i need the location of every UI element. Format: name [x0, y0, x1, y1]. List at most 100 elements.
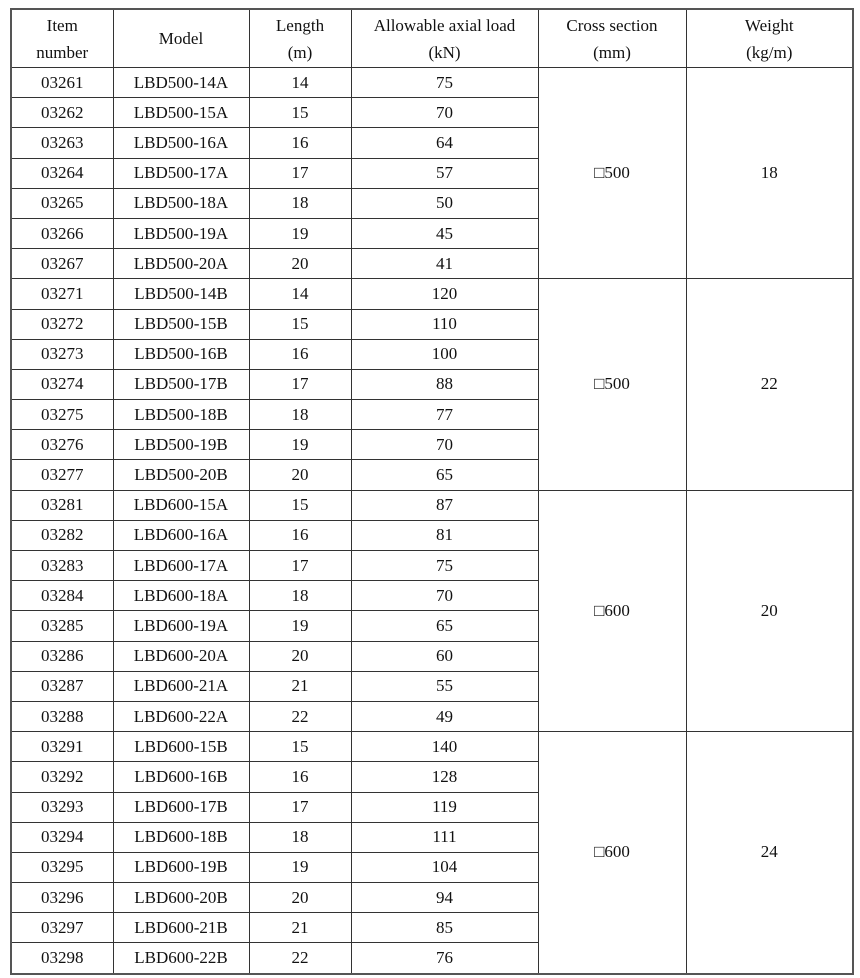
cell-model: LBD600-15A: [112, 489, 250, 521]
cell-allowable-axial-load: 104: [350, 851, 539, 884]
table-row: 03297 LBD600-21B 21 85: [10, 912, 853, 944]
cell-model: LBD600-18B: [112, 821, 250, 853]
cell-model: LBD600-16B: [112, 761, 250, 793]
table-row: 03291 LBD600-15B 15 140 □600 24: [10, 731, 854, 975]
cell-length: 16: [248, 127, 352, 159]
header-text: Item: [46, 15, 78, 35]
cell-item-number: 03275: [10, 399, 114, 431]
cell-item-number: 03266: [10, 217, 114, 250]
cell-allowable-axial-load: 45: [350, 217, 539, 250]
header-text: Allowable axial load: [373, 15, 516, 35]
table-row: 03283 LBD600-17A 17 75: [10, 549, 853, 582]
cell-weight: 22: [685, 278, 854, 491]
cell-length: 19: [248, 429, 352, 461]
cell-item-number: 03297: [10, 912, 114, 944]
cell-model: LBD500-14B: [112, 278, 250, 310]
cell-allowable-axial-load: 110: [350, 308, 539, 340]
cell-item-number: 03295: [10, 851, 114, 884]
cell-length: 15: [248, 489, 352, 521]
table-row: 03266 LBD500-19A 19 45: [10, 217, 853, 250]
cell-length: 19: [248, 610, 352, 642]
specification-table: Item number Model Length (m) Allowable axial …: [10, 8, 854, 975]
cell-model: LBD500-16B: [112, 338, 250, 370]
cell-length: 17: [248, 368, 352, 401]
cell-cross-section: □500: [537, 66, 687, 280]
cell-allowable-axial-load: 128: [350, 761, 539, 793]
cell-length: 21: [248, 670, 352, 702]
cell-item-number: 03276: [10, 429, 114, 461]
header-item-number: Item number: [10, 8, 114, 68]
header-text: Cross section: [566, 15, 658, 35]
cell-item-number: 03288: [10, 700, 114, 733]
cell-model: LBD600-17B: [112, 791, 250, 823]
table-row: 03293 LBD600-17B 17 119: [10, 791, 853, 823]
cell-length: 20: [248, 640, 352, 672]
cell-weight: 18: [685, 66, 854, 280]
cell-allowable-axial-load: 49: [350, 700, 539, 733]
header-text: Model: [158, 29, 204, 48]
table-row: 03296 LBD600-20B 20 94: [10, 882, 853, 914]
cell-model: LBD600-20B: [112, 882, 250, 914]
cell-length: 18: [248, 399, 352, 431]
table-row: 03292 LBD600-16B 16 128: [10, 761, 853, 793]
cell-cross-section: □600: [537, 731, 687, 975]
cell-item-number: 03283: [10, 549, 114, 582]
table-row: 03287 LBD600-21A 21 55: [10, 670, 853, 702]
cell-model: LBD500-17B: [112, 368, 250, 401]
cell-length: 15: [248, 308, 352, 340]
cell-item-number: 03272: [10, 308, 114, 340]
cell-item-number: 03271: [10, 278, 114, 310]
cell-model: LBD500-15A: [112, 97, 250, 129]
cell-length: 20: [248, 248, 352, 280]
cell-item-number: 03293: [10, 791, 114, 823]
cell-cross-section: □600: [537, 489, 687, 733]
cell-allowable-axial-load: 140: [350, 731, 539, 763]
cell-cross-section: □500: [537, 278, 687, 491]
table-body: 03261 LBD500-14A 14 75 □500 18 03262 LBD500-15A…: [10, 66, 854, 975]
table-row: 03272 LBD500-15B 15 110: [10, 308, 853, 340]
cell-item-number: 03267: [10, 248, 114, 280]
cell-length: 15: [248, 731, 352, 763]
cell-allowable-axial-load: 120: [350, 278, 539, 310]
header-length: Length (m): [248, 8, 352, 68]
table-row: 03285 LBD600-19A 19 65: [10, 610, 853, 642]
cell-item-number: 03281: [10, 489, 114, 521]
cell-item-number: 03294: [10, 821, 114, 853]
cell-item-number: 03296: [10, 882, 114, 914]
cell-allowable-axial-load: 111: [350, 821, 539, 853]
cell-model: LBD600-16A: [112, 519, 250, 552]
cell-item-number: 03261: [10, 66, 114, 99]
table-row: 03265 LBD500-18A 18 50: [10, 187, 853, 219]
cell-item-number: 03287: [10, 670, 114, 702]
cell-allowable-axial-load: 50: [350, 187, 539, 219]
cell-item-number: 03286: [10, 640, 114, 672]
cell-length: 17: [248, 549, 352, 582]
cell-length: 18: [248, 580, 352, 612]
cell-allowable-axial-load: 55: [350, 670, 539, 702]
cell-weight: 24: [685, 731, 854, 975]
cell-length: 22: [248, 700, 352, 733]
table-row: 03276 LBD500-19B 19 70: [10, 429, 853, 461]
header-text: (kg/m): [746, 42, 793, 62]
cell-item-number: 03282: [10, 519, 114, 552]
cell-length: 14: [248, 278, 352, 310]
cell-allowable-axial-load: 85: [350, 912, 539, 944]
cell-allowable-axial-load: 70: [350, 429, 539, 461]
cell-length: 20: [248, 459, 352, 491]
cell-model: LBD500-18A: [112, 187, 250, 219]
table-row: 03271 LBD500-14B 14 120 □500 22: [10, 278, 854, 491]
table-row: 03282 LBD600-16A 16 81: [10, 519, 853, 552]
cell-allowable-axial-load: 57: [350, 157, 539, 189]
cell-item-number: 03292: [10, 761, 114, 793]
table-row: 03262 LBD500-15A 15 70: [10, 97, 853, 129]
cell-item-number: 03291: [10, 731, 114, 763]
cell-item-number: 03284: [10, 580, 114, 612]
cell-allowable-axial-load: 65: [350, 459, 539, 491]
cell-length: 19: [248, 851, 352, 884]
cell-length: 14: [248, 66, 352, 99]
cell-allowable-axial-load: 70: [350, 97, 539, 129]
header-text: (kN): [428, 42, 461, 62]
table-row: 03267 LBD500-20A 20 41: [10, 248, 853, 280]
cell-length: 18: [248, 187, 352, 219]
cell-item-number: 03264: [10, 157, 114, 189]
